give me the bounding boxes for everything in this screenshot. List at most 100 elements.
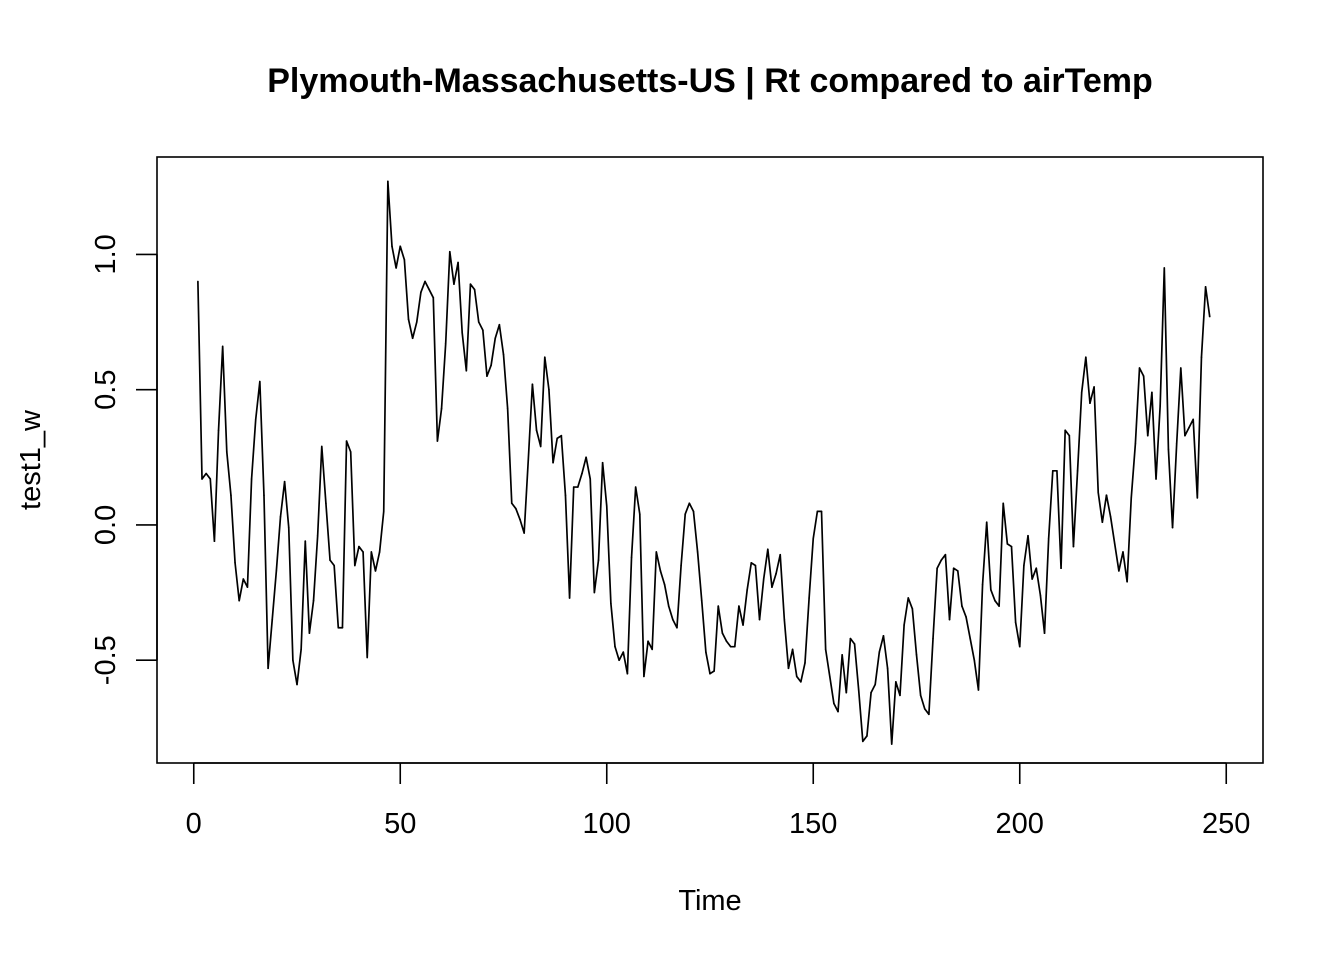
data-point [440, 407, 443, 410]
data-point [663, 583, 666, 586]
data-point [696, 551, 699, 553]
data-point [853, 643, 856, 645]
data-point [862, 740, 864, 743]
data-point [564, 494, 567, 496]
data-point [539, 445, 542, 448]
data-point [230, 494, 232, 496]
data-point [399, 245, 402, 248]
data-point [1056, 470, 1058, 472]
data-point [709, 672, 711, 675]
data-point [1002, 502, 1005, 505]
data-point [395, 267, 397, 269]
series-points [197, 180, 1211, 745]
data-point [428, 288, 430, 291]
data-point [783, 618, 786, 621]
data-point [403, 259, 406, 261]
data-point [449, 250, 451, 253]
data-point [828, 675, 831, 678]
x-tick-label: 150 [789, 808, 837, 840]
data-point [267, 667, 269, 670]
data-point [812, 537, 815, 540]
data-point [1200, 356, 1203, 359]
data-point [444, 342, 447, 345]
data-point [486, 375, 488, 377]
data-point [370, 551, 373, 553]
data-point [1080, 391, 1083, 394]
data-point [1105, 494, 1108, 496]
data-point [1085, 356, 1087, 359]
data-point [457, 261, 459, 264]
data-point [750, 562, 753, 564]
y-tick-label: 1.0 [90, 234, 122, 274]
data-point [667, 605, 670, 607]
data-point [940, 559, 943, 561]
data-point [1151, 391, 1153, 394]
data-point [948, 618, 951, 621]
data-point [275, 570, 278, 572]
data-point [717, 605, 720, 607]
data-point [808, 597, 810, 599]
data-point [634, 486, 637, 488]
data-point [762, 578, 765, 580]
data-point [915, 653, 918, 656]
data-point [816, 510, 819, 513]
data-point [882, 635, 885, 637]
data-point [548, 388, 550, 391]
data-point [544, 356, 546, 359]
data-point [556, 437, 558, 440]
data-point [1060, 567, 1062, 570]
data-point [878, 651, 881, 653]
data-point [325, 502, 327, 505]
data-point [1018, 645, 1021, 648]
data-point [589, 478, 592, 480]
data-point [271, 618, 274, 621]
data-point [209, 478, 212, 480]
data-point [349, 451, 352, 453]
data-point [387, 180, 389, 183]
data-point [287, 526, 290, 529]
data-point [424, 280, 426, 283]
data-point [1188, 426, 1190, 429]
data-point [283, 480, 286, 483]
data-point [1035, 567, 1038, 570]
data-point [775, 572, 777, 575]
data-point [787, 667, 790, 670]
data-point [1023, 564, 1025, 567]
data-point [1163, 267, 1166, 269]
data-point [647, 640, 649, 643]
data-point [494, 337, 497, 340]
data-point [531, 383, 534, 386]
data-point [890, 743, 893, 745]
data-point [676, 626, 678, 629]
data-point [771, 586, 773, 588]
data-point [312, 599, 315, 602]
data-point [1122, 551, 1124, 553]
data-point [742, 624, 744, 626]
data-point [1109, 516, 1112, 518]
data-point [234, 562, 236, 564]
data-point [358, 545, 360, 548]
data-point [320, 445, 323, 448]
data-point [432, 296, 435, 299]
data-point [944, 553, 947, 556]
data-point [1047, 537, 1050, 540]
data-point [622, 651, 625, 653]
data-point [936, 567, 938, 570]
data-point [391, 245, 393, 248]
data-point [795, 675, 798, 678]
data-point [535, 429, 538, 432]
data-point [932, 637, 934, 640]
data-point [820, 510, 823, 513]
data-point [1039, 594, 1042, 597]
data-point [420, 291, 422, 294]
data-point [453, 283, 455, 285]
data-point [973, 659, 976, 661]
x-axis: 0 50 100 150 200 250 [186, 762, 1250, 840]
data-point [721, 632, 724, 634]
data-point [205, 472, 207, 475]
y-axis-label: test1_w [15, 409, 47, 510]
series-line [197, 180, 1211, 745]
data-point [1180, 367, 1182, 369]
data-point [560, 434, 563, 437]
